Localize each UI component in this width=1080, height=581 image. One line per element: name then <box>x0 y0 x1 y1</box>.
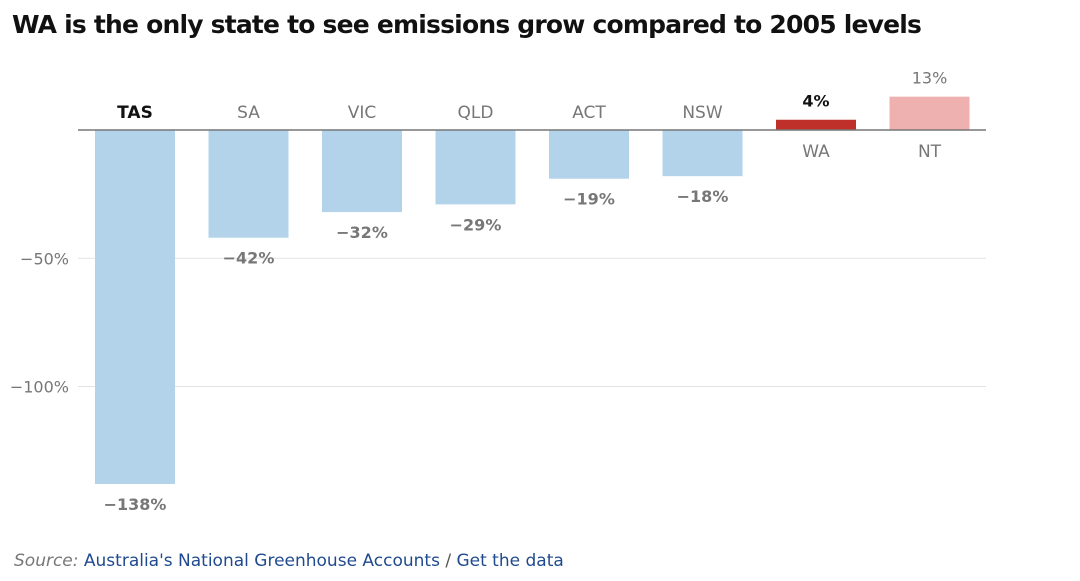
source-label: Source: <box>14 551 79 571</box>
bar-vic <box>322 130 402 213</box>
category-label-nsw: NSW <box>682 103 723 123</box>
bar-qld <box>435 130 516 205</box>
value-label-sa: −42% <box>223 249 275 268</box>
value-label-tas: −138% <box>104 495 167 514</box>
value-label-act: −19% <box>563 190 615 209</box>
category-label-sa: SA <box>237 103 260 123</box>
category-label-nt: NT <box>918 142 942 162</box>
value-label-nsw: −18% <box>677 187 729 206</box>
value-label-qld: −29% <box>450 215 502 234</box>
y-tick-label: −50% <box>20 249 69 268</box>
category-label-act: ACT <box>572 103 606 123</box>
value-label-vic: −32% <box>336 223 388 242</box>
category-label-tas: TAS <box>117 103 153 123</box>
source-link[interactable]: Australia's National Greenhouse Accounts <box>83 551 440 571</box>
bar-nsw <box>662 130 743 177</box>
source-separator: / <box>445 551 452 571</box>
value-label-nt: 13% <box>912 69 948 88</box>
category-label-wa: WA <box>802 142 830 162</box>
bar-sa <box>208 130 289 238</box>
category-label-vic: VIC <box>348 103 377 123</box>
bar-act <box>549 130 629 179</box>
chart-title: WA is the only state to see emissions gr… <box>12 10 922 39</box>
bar-nt <box>889 96 970 130</box>
bar-tas <box>95 130 175 484</box>
value-label-wa: 4% <box>802 92 829 111</box>
get-the-data-link[interactable]: Get the data <box>456 551 564 571</box>
source-line: Source: Australia's National Greenhouse … <box>14 551 564 571</box>
category-label-qld: QLD <box>458 103 494 123</box>
y-tick-label: −100% <box>10 378 69 397</box>
bar-wa <box>776 119 856 130</box>
